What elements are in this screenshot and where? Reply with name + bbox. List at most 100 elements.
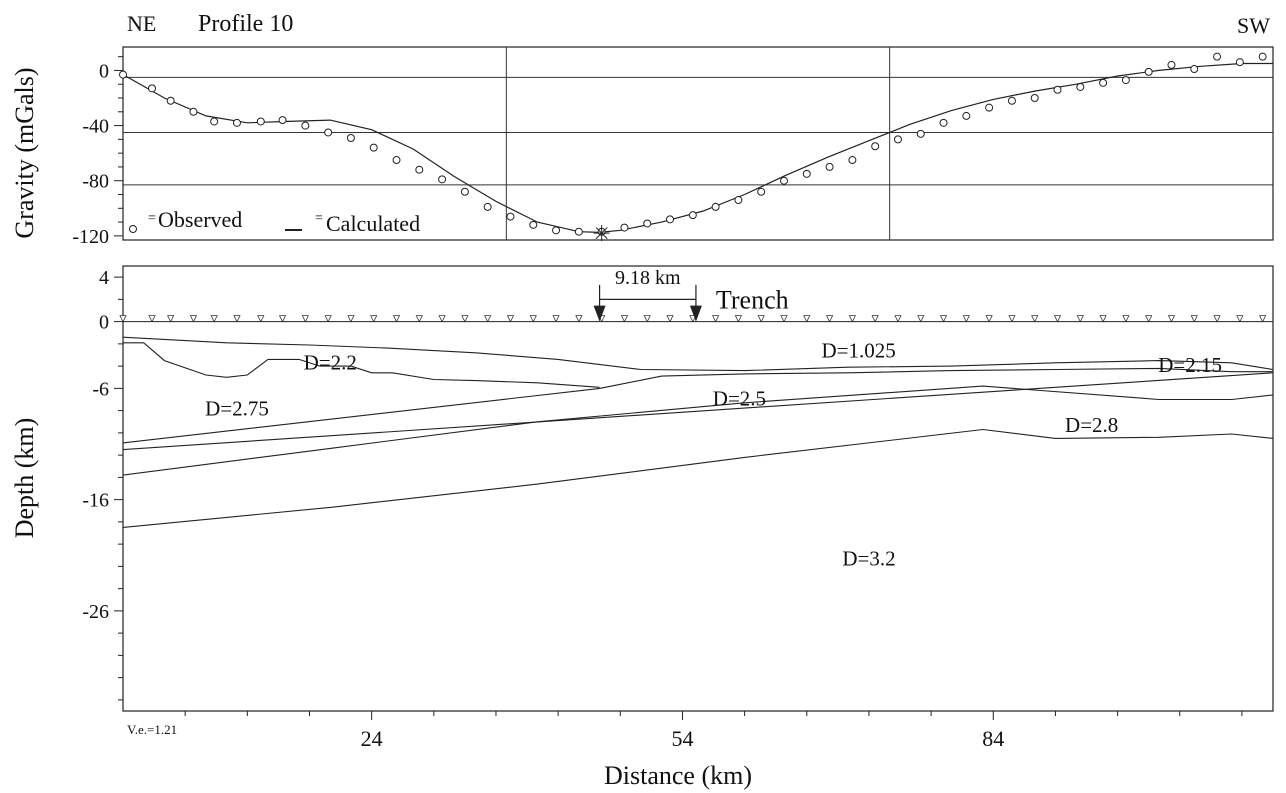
observed-point — [324, 128, 333, 137]
station-triangle — [711, 315, 720, 323]
depth-y-tick-label: 0 — [99, 312, 109, 334]
density-boundary — [123, 342, 600, 388]
observed-point — [666, 215, 675, 224]
depth-x-tick-label: 54 — [671, 726, 693, 751]
observed-point — [643, 219, 652, 228]
depth-y-tick-label: -16 — [82, 490, 109, 512]
depth-x-tick-label: 24 — [361, 726, 383, 751]
station-triangle — [233, 315, 241, 323]
trench-distance-label: 9.18 km — [615, 267, 681, 289]
direction-ne-label: NE — [127, 11, 156, 36]
observed-point — [574, 227, 583, 236]
station-triangle — [167, 315, 175, 323]
station-triangle — [189, 315, 198, 323]
density-body-label: D=2.5 — [713, 386, 766, 410]
station-triangle — [278, 315, 287, 323]
station-triangle — [529, 315, 537, 323]
station-triangle — [643, 315, 651, 323]
station-triangle — [894, 315, 902, 323]
gravity-legend: = Observed = Calculated — [129, 207, 420, 236]
legend-calculated-label: Calculated — [326, 211, 420, 236]
gravity-panel: 0 -40 -80 -120 = Observed = Calculated Grav… — [10, 46, 1274, 248]
depth-x-tick-label: 84 — [982, 726, 1004, 751]
gravity-y-tick-label: 0 — [99, 60, 109, 82]
station-triangle — [1076, 315, 1084, 323]
density-body-label: D=1.025 — [821, 338, 895, 362]
trench-marker-arrowhead — [689, 305, 702, 322]
trench-label: Trench — [716, 285, 789, 314]
observed-point — [529, 220, 538, 229]
observed-point — [119, 70, 127, 79]
station-triangle — [552, 315, 560, 323]
calculated-gravity-line — [122, 62, 1273, 234]
depth-panel-frame — [122, 265, 1274, 712]
observed-point — [301, 121, 310, 130]
station-triangle — [1031, 315, 1039, 323]
station-triangle — [1167, 315, 1176, 323]
station-triangle — [148, 315, 156, 323]
station-triangle — [257, 315, 265, 323]
observed-point — [256, 117, 265, 126]
observed-gravity-points — [119, 52, 1267, 236]
gravity-y-tick-label: -120 — [72, 226, 109, 248]
station-triangle — [370, 315, 378, 323]
station-triangle — [825, 315, 834, 323]
observed-point — [1030, 94, 1039, 103]
depth-y-tick-label: -6 — [92, 378, 109, 400]
observed-point — [916, 129, 925, 138]
density-body-label: D=3.2 — [842, 546, 895, 570]
station-triangle — [1008, 315, 1016, 323]
observed-point — [438, 175, 447, 184]
observed-point — [460, 187, 469, 196]
depth-y-ticks: 4 0 -6 -16 -26 — [82, 267, 123, 701]
density-boundary — [122, 428, 1274, 528]
depth-y-tick-label: 4 — [99, 267, 109, 289]
observed-point — [506, 212, 515, 221]
observed-point — [1235, 58, 1244, 67]
observed-point — [734, 196, 743, 205]
observed-point — [148, 84, 157, 93]
depth-x-ticks: 24 54 84 — [184, 711, 1243, 751]
observed-point — [210, 117, 219, 126]
legend-observed-symbol — [129, 225, 137, 233]
gravity-y-axis-label: Gravity (mGals) — [10, 67, 39, 238]
observed-point — [711, 202, 720, 211]
density-boundary — [122, 385, 1274, 476]
observed-point — [1167, 60, 1176, 69]
observed-point — [1258, 52, 1267, 61]
observed-point — [346, 133, 355, 142]
observed-point — [1213, 52, 1222, 61]
station-triangle — [1213, 315, 1221, 323]
gravity-y-tick-label: -80 — [82, 171, 109, 193]
station-triangle — [506, 315, 515, 323]
observed-point — [1076, 82, 1085, 91]
depth-y-axis-label: Depth (km) — [10, 418, 39, 539]
station-triangle — [985, 315, 993, 323]
observed-point — [483, 202, 492, 211]
observed-point — [1144, 67, 1153, 76]
station-triangle — [962, 315, 970, 323]
observed-point — [232, 118, 241, 127]
gravity-panel-frame — [122, 46, 1274, 241]
station-triangle — [757, 315, 765, 323]
observed-point — [1053, 85, 1062, 94]
trench-annotation: 9.18 km Trench — [593, 267, 789, 322]
direction-sw-label: SW — [1237, 13, 1270, 38]
observed-point — [962, 111, 971, 120]
station-triangle — [1190, 315, 1198, 323]
station-triangle — [415, 315, 423, 323]
observed-point — [1099, 78, 1108, 87]
station-triangle — [1258, 315, 1267, 323]
station-triangle — [301, 315, 309, 323]
observed-point — [278, 116, 287, 125]
depth-y-tick-label: -26 — [82, 601, 109, 623]
gravity-y-tick-label: -40 — [82, 116, 109, 138]
station-triangle — [575, 315, 583, 323]
legend-observed-label: Observed — [158, 207, 242, 232]
station-triangle — [461, 315, 469, 323]
observed-point — [1190, 65, 1199, 74]
observed-point — [552, 226, 561, 235]
observed-point — [369, 143, 378, 152]
density-boundaries — [122, 336, 1274, 528]
